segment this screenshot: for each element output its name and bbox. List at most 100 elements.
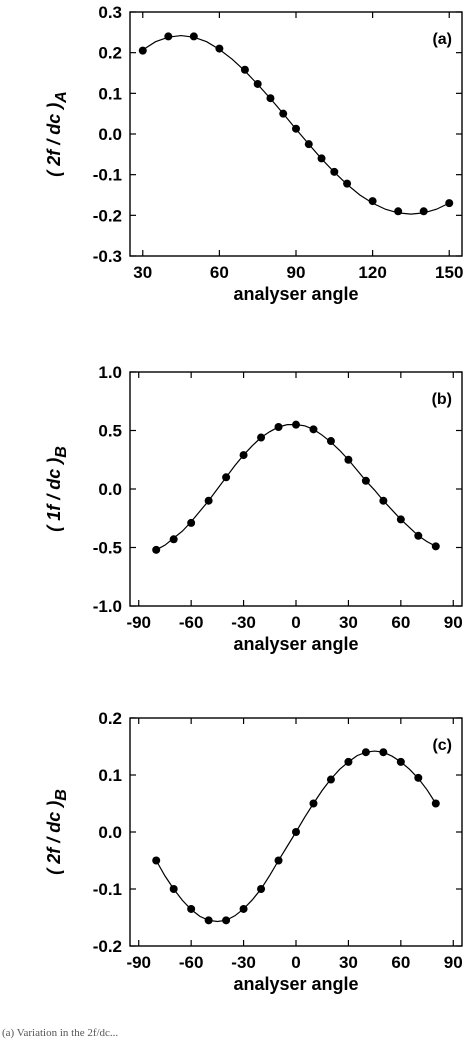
y-tick-label: -0.1 — [93, 880, 122, 899]
data-point — [240, 65, 249, 74]
x-tick-label: -30 — [231, 613, 256, 632]
y-axis-label: ( 2f / dc )A — [44, 91, 70, 177]
data-point — [309, 425, 318, 434]
panel-label: (b) — [432, 391, 452, 408]
data-point — [368, 197, 377, 206]
y-axis-label-subscript: A — [53, 91, 70, 104]
data-point — [344, 757, 353, 766]
x-tick-label: -90 — [126, 953, 151, 972]
data-point — [164, 32, 173, 41]
y-tick-label: -0.2 — [93, 937, 122, 956]
y-tick-label: 0.0 — [98, 823, 122, 842]
data-point — [431, 542, 440, 551]
x-tick-label: 60 — [391, 613, 410, 632]
data-point — [292, 420, 300, 429]
data-point — [419, 207, 428, 216]
y-axis-label-main: ( 2f / dc ) — [44, 801, 64, 875]
data-point — [187, 904, 196, 913]
x-tick-label: 90 — [287, 263, 306, 282]
data-point — [326, 775, 335, 784]
x-tick-label: 60 — [210, 263, 229, 282]
data-point — [394, 207, 403, 216]
data-point — [317, 154, 326, 163]
y-axis-label-main: ( 1f / dc ) — [44, 458, 64, 532]
data-point — [204, 916, 213, 925]
x-tick-label: 60 — [391, 953, 410, 972]
data-point — [361, 476, 370, 485]
data-point — [239, 451, 248, 460]
data-point — [344, 455, 353, 464]
data-point — [414, 531, 423, 540]
data-point — [379, 496, 388, 505]
y-tick-label: -0.1 — [93, 166, 122, 185]
data-point — [292, 124, 300, 133]
y-axis-label: ( 1f / dc )B — [44, 446, 70, 532]
fit-curve — [155, 750, 437, 923]
x-axis-label: analyser angle — [233, 974, 358, 994]
y-axis-label-subscript: B — [53, 446, 70, 458]
y-tick-label: 0.1 — [98, 766, 122, 785]
data-point — [169, 885, 178, 893]
data-point — [257, 433, 266, 442]
chart-panel-1: -0.3 -0.2 -0.1 0.0 0.1 0.2 0.3 30 60 90 120 150 anal… — [44, 3, 463, 304]
y-tick-label: 1.0 — [98, 363, 122, 382]
x-tick-label: -30 — [231, 953, 256, 972]
y-tick-label: -1.0 — [93, 597, 122, 616]
y-tick-label: -0.5 — [93, 539, 122, 558]
y-tick-label: 0.2 — [98, 44, 122, 63]
data-point — [445, 199, 454, 208]
data-point — [330, 167, 339, 176]
x-tick-label: -60 — [179, 953, 204, 972]
panel-label: (c) — [432, 737, 452, 754]
x-tick-label: 30 — [339, 613, 358, 632]
data-point — [215, 44, 224, 53]
x-tick-label: -60 — [179, 613, 204, 632]
data-point — [169, 535, 178, 544]
x-axis-label: analyser angle — [233, 634, 358, 654]
y-tick-label: -0.2 — [93, 206, 122, 225]
y-tick-label: 0.2 — [98, 709, 122, 728]
x-tick-label: -90 — [126, 613, 151, 632]
data-point — [431, 799, 440, 808]
x-tick-label: 0 — [291, 953, 300, 972]
data-point — [396, 515, 405, 524]
x-tick-label: 30 — [133, 263, 152, 282]
data-point — [257, 885, 266, 893]
x-tick-label: 30 — [339, 953, 358, 972]
y-tick-label: -0.3 — [93, 247, 122, 266]
x-tick-label: 90 — [444, 953, 463, 972]
data-point — [239, 904, 248, 913]
x-tick-label: 0 — [291, 613, 300, 632]
data-point — [274, 422, 283, 431]
data-point — [204, 496, 213, 505]
figure-caption: (a) Variation in the 2f/dc... — [2, 1027, 118, 1039]
x-tick-label: 150 — [435, 263, 463, 282]
data-point — [187, 518, 196, 527]
plot-frame — [129, 11, 463, 257]
data-point — [189, 32, 198, 41]
data-point — [379, 748, 388, 757]
y-axis-label: ( 2f / dc )B — [44, 789, 70, 875]
fit-curve — [155, 424, 437, 551]
chart-panel-2: -1.0 -0.5 0.0 0.5 1.0 -90 -60 -30 0 30 60 90 analyse… — [44, 363, 463, 654]
data-point — [152, 856, 161, 865]
data-point — [138, 46, 147, 55]
data-point — [266, 94, 275, 103]
x-tick-label: 120 — [358, 263, 386, 282]
x-tick-label: 90 — [444, 613, 463, 632]
y-tick-label: 0.3 — [98, 3, 122, 22]
data-point — [343, 179, 352, 188]
data-point — [304, 140, 313, 149]
x-axis-label: analyser angle — [233, 284, 358, 304]
panel-label: (a) — [432, 31, 452, 48]
y-tick-label: 0.0 — [98, 480, 122, 499]
data-point — [279, 109, 288, 118]
chart-panel-3: -0.2 -0.1 0.0 0.1 0.2 -90 -60 -30 0 30 60 90 analyse… — [44, 709, 463, 994]
data-point — [152, 545, 161, 554]
y-tick-label: 0.1 — [98, 84, 122, 103]
data-point — [222, 916, 231, 925]
data-point — [274, 856, 283, 865]
data-point — [361, 748, 370, 757]
y-axis-label-subscript: B — [53, 789, 70, 801]
